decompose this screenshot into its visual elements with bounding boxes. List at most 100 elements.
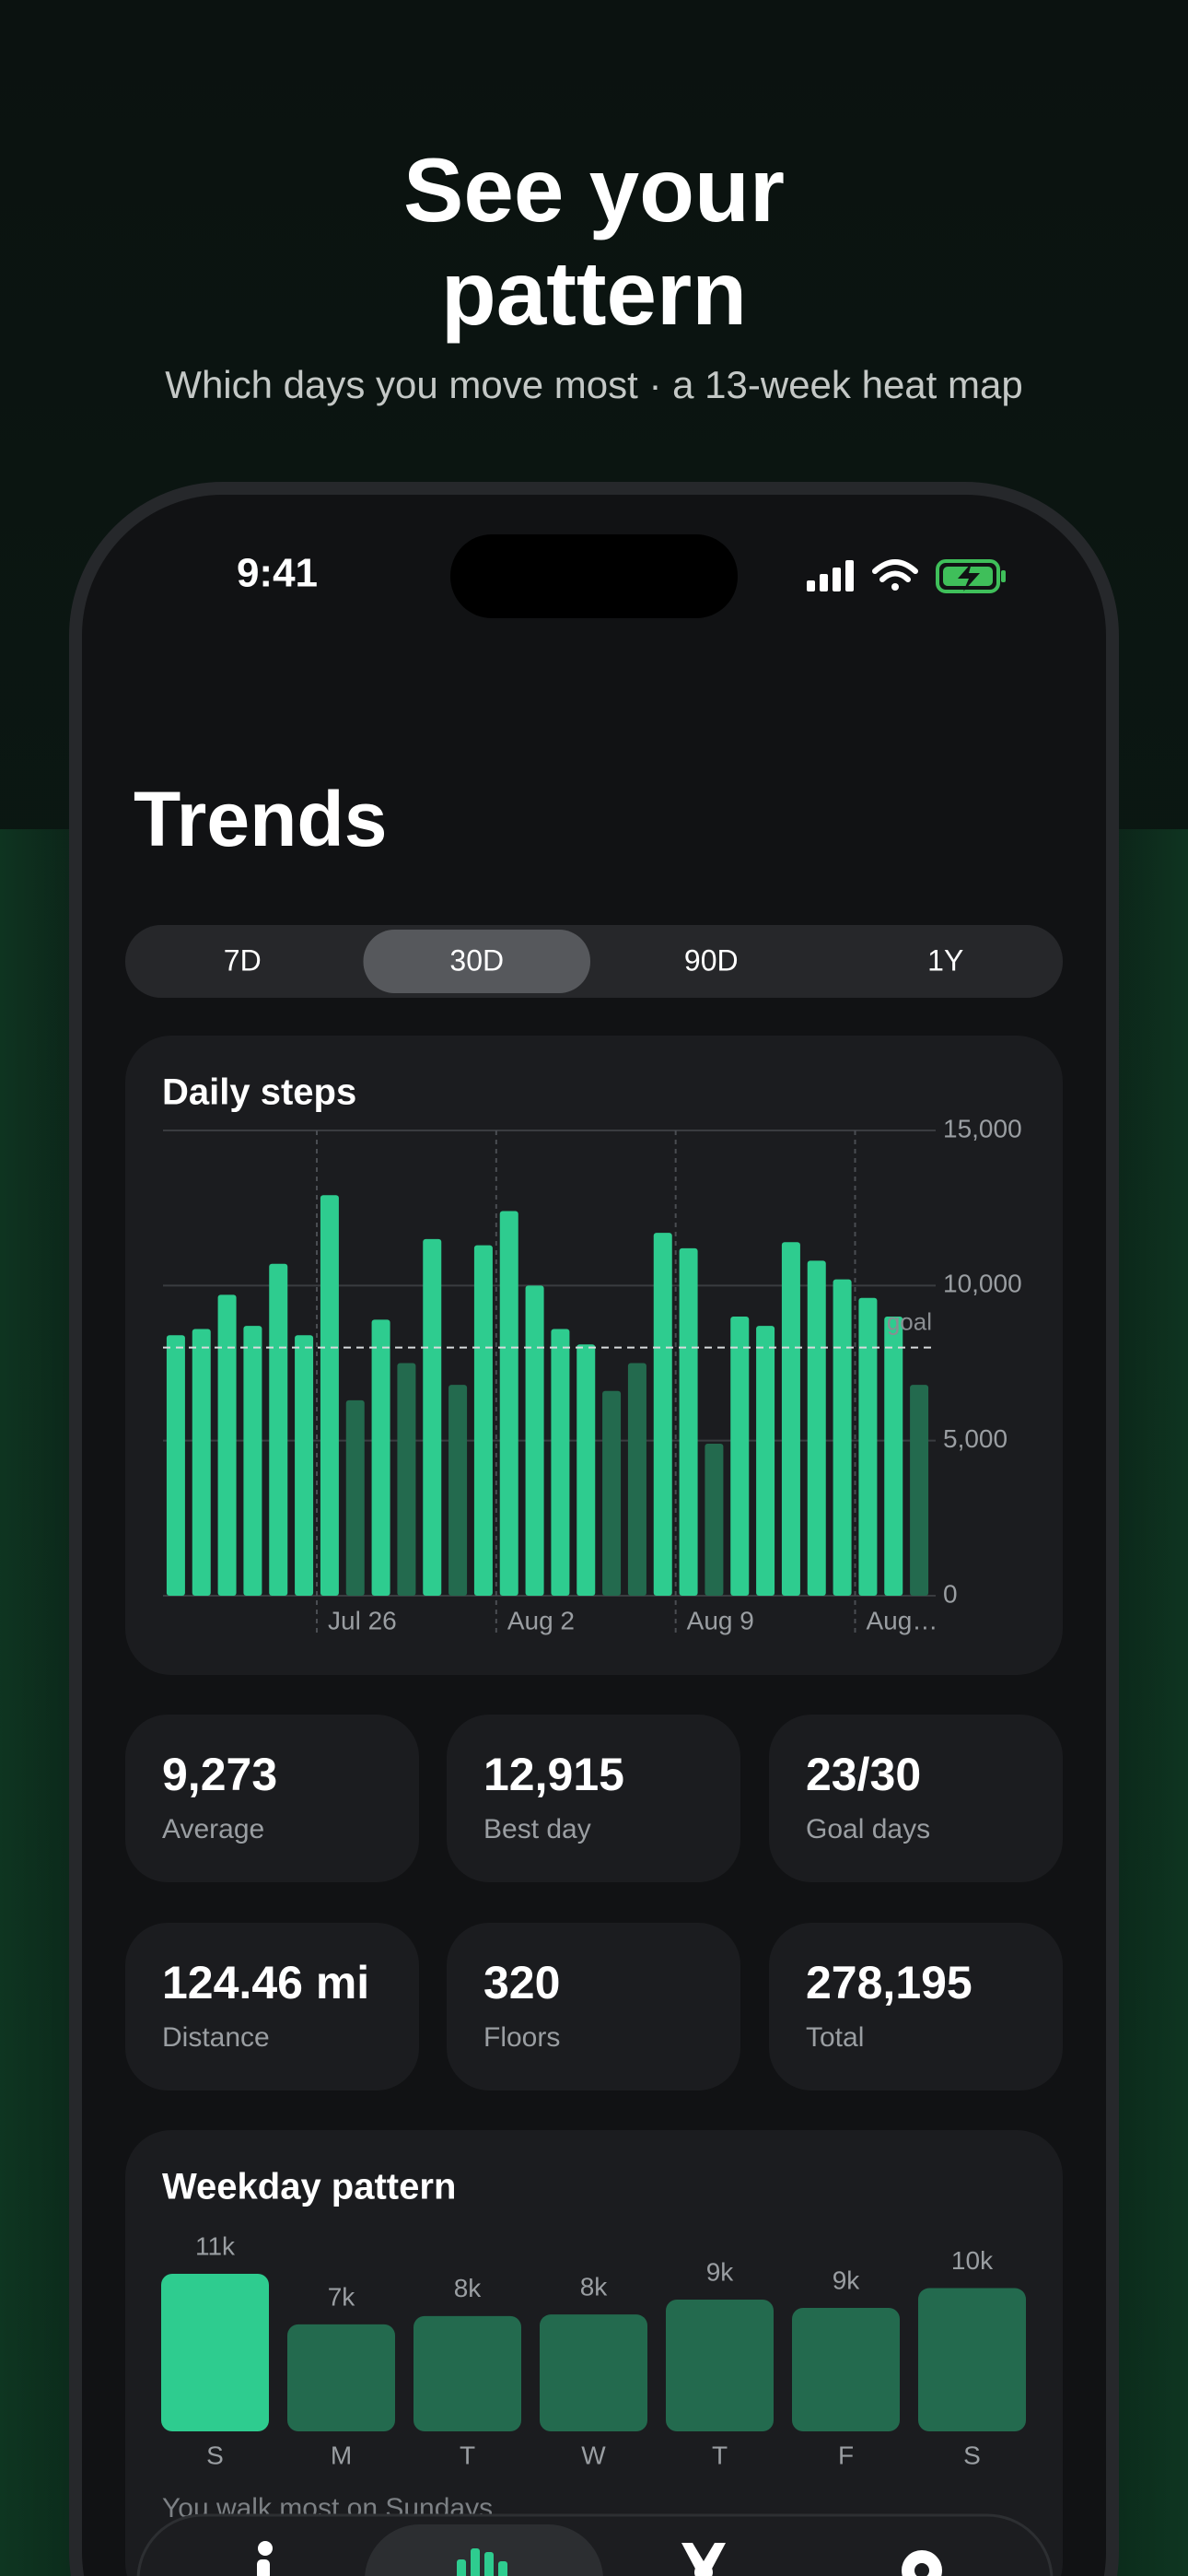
stat-label: Distance xyxy=(162,2022,270,2053)
wifi-icon xyxy=(872,559,918,591)
bar xyxy=(910,1385,929,1596)
weekday-bar xyxy=(666,2299,774,2431)
bar xyxy=(577,1344,596,1596)
signal-icon xyxy=(807,560,854,591)
bar xyxy=(525,1285,544,1596)
bar xyxy=(833,1279,852,1596)
segment-label[interactable]: 7D xyxy=(224,943,262,977)
stat-label: Total xyxy=(806,2022,864,2053)
headline: See your xyxy=(403,139,785,240)
stat-label: Average xyxy=(162,1814,264,1844)
dynamic-island xyxy=(450,534,738,618)
subtitle: Which days you move most · a 13-week hea… xyxy=(165,363,1022,406)
headline: pattern xyxy=(441,242,747,344)
weekday-label: S xyxy=(963,2441,981,2469)
weekday-label: M xyxy=(331,2441,352,2469)
tab-awards-icon[interactable] xyxy=(681,2543,726,2576)
bar xyxy=(627,1363,646,1596)
card-title: Daily steps xyxy=(162,1072,356,1113)
weekday-value-label: 7k xyxy=(328,2282,356,2311)
segment-selected[interactable] xyxy=(363,930,591,993)
weekday-label: T xyxy=(460,2441,475,2469)
weekday-bar xyxy=(413,2315,521,2431)
bar xyxy=(217,1294,237,1596)
segmented-control xyxy=(125,925,1063,998)
stat-value: 9,273 xyxy=(162,1749,277,1800)
stat-card xyxy=(125,1923,419,2090)
stat-value: 320 xyxy=(483,1957,560,2008)
tab-bar xyxy=(136,2513,1054,2576)
bar xyxy=(397,1363,416,1596)
y-tick-label: 15,000 xyxy=(943,1114,1022,1142)
goal-label: goal xyxy=(887,1308,932,1336)
bar xyxy=(602,1390,622,1596)
stat-value: 278,195 xyxy=(806,1957,973,2008)
bar xyxy=(756,1326,775,1596)
stat-card xyxy=(447,1715,740,1882)
stat-value: 124.46 mi xyxy=(162,1957,369,2008)
stat-card xyxy=(769,1715,1063,1882)
screen-title: Trends xyxy=(134,776,387,862)
tab-walk-icon[interactable] xyxy=(257,2541,273,2576)
weekday-chart: 11k S 7k M 8k T 8k W 9k T 9k F 10k S xyxy=(161,2231,1026,2469)
tab-bar-bg xyxy=(136,2513,1054,2576)
weekday-bar xyxy=(792,2307,900,2431)
bar xyxy=(807,1260,826,1596)
y-tick-label: 10,000 xyxy=(943,1270,1022,1298)
weekday-value-label: 11k xyxy=(195,2231,236,2260)
bar xyxy=(295,1335,314,1596)
segment-label[interactable]: 90D xyxy=(684,943,739,977)
bar xyxy=(371,1319,390,1596)
x-tick-label: Jul 26 xyxy=(328,1606,397,1634)
battery-icon xyxy=(936,559,1006,593)
x-tick-label: Aug 9 xyxy=(687,1606,754,1634)
bar xyxy=(166,1335,185,1596)
bar xyxy=(679,1247,698,1596)
stat-card xyxy=(125,1715,419,1882)
weekday-bar xyxy=(918,2288,1026,2431)
bar xyxy=(499,1211,518,1596)
weekday-bar xyxy=(287,2324,395,2431)
weekday-value-label: 8k xyxy=(580,2273,609,2301)
bar xyxy=(423,1238,442,1596)
bar xyxy=(448,1385,468,1596)
bar xyxy=(653,1233,672,1596)
tab-selected[interactable] xyxy=(365,2524,603,2576)
weekday-value-label: 8k xyxy=(454,2274,483,2302)
y-tick-label: 5,000 xyxy=(943,1424,1007,1453)
weekday-label: T xyxy=(712,2441,728,2469)
bar xyxy=(345,1399,365,1596)
weekday-bar xyxy=(540,2314,647,2431)
bar xyxy=(551,1329,570,1596)
bar xyxy=(884,1317,903,1596)
stat-label: Goal days xyxy=(806,1814,930,1844)
stat-value: 12,915 xyxy=(483,1749,624,1800)
daily-steps-chart: 0 5,000 10,000 15,000 Jul 26 Aug 2 Aug 9 Aug… go… xyxy=(163,1114,1022,1634)
stat-label: Best day xyxy=(483,1814,591,1844)
tab-settings-icon[interactable] xyxy=(902,2550,942,2576)
stat-label: Floors xyxy=(483,2022,560,2053)
bar xyxy=(730,1317,750,1596)
segment-label[interactable]: 30D xyxy=(449,943,504,977)
bar xyxy=(320,1195,339,1596)
weekday-value-label: 10k xyxy=(951,2246,994,2275)
bar xyxy=(243,1326,262,1596)
bar xyxy=(269,1263,288,1596)
x-tick-label: Aug… xyxy=(867,1606,938,1634)
bar xyxy=(781,1242,800,1596)
stats-grid: 9,273 Average 12,915 Best day 23/30 Goal days… xyxy=(125,1715,1063,2090)
segment-label[interactable]: 1Y xyxy=(927,943,963,977)
bar xyxy=(705,1444,724,1596)
weekday-label: S xyxy=(206,2441,224,2469)
tab-trends-icon[interactable] xyxy=(457,2548,507,2576)
weekday-bar xyxy=(161,2274,269,2431)
status-time: 9:41 xyxy=(237,551,318,596)
x-tick-label: Aug 2 xyxy=(507,1606,575,1634)
bar xyxy=(858,1297,878,1596)
weekday-value-label: 9k xyxy=(706,2257,735,2286)
stat-card xyxy=(447,1923,740,2090)
stat-card xyxy=(769,1923,1063,2090)
